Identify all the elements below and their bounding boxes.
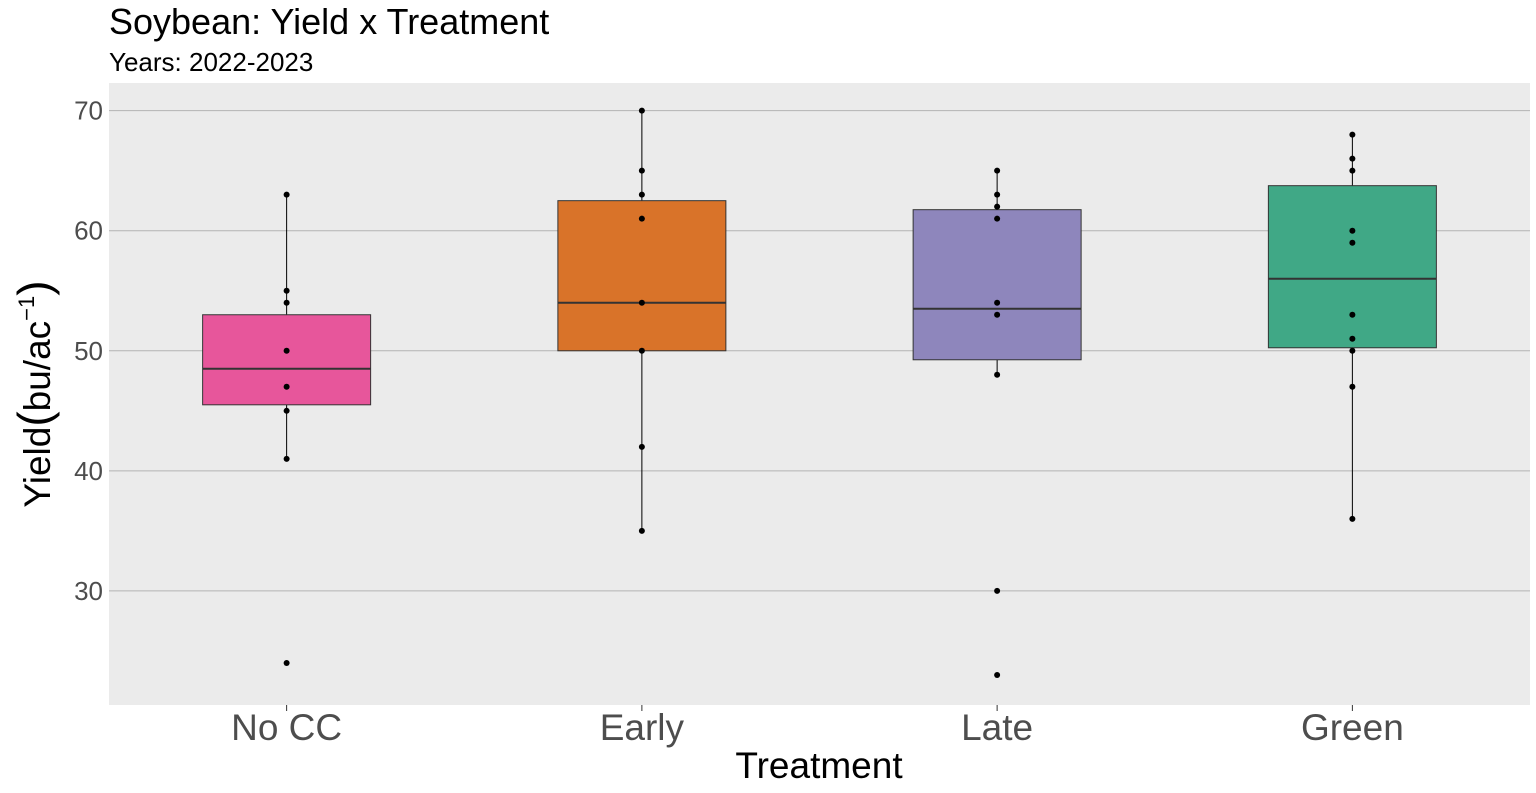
point-late-3 [994,215,1001,222]
point-green-2 [1349,167,1356,174]
point-green-1 [1349,155,1356,162]
x-axis-ticks: No CC Early Late Green [231,705,1404,748]
point-early-3 [638,215,645,222]
point-early-4 [638,299,645,306]
y-axis-ticks: 30 40 50 60 70 [74,96,103,606]
x-tick-label-no-cc: No CC [231,707,342,748]
chart-title: Soybean: Yield x Treatment [109,1,549,42]
data-points [283,107,1356,678]
box-no-cc [202,314,372,406]
point-late-8 [994,671,1001,678]
y-tick-label-30: 30 [74,576,103,606]
point-no-cc-2 [283,299,290,306]
y-tick-label-50: 50 [74,336,103,366]
svg-text:Yield(bu/ac−1): Yield(bu/ac−1) [8,280,60,507]
point-late-0 [994,167,1001,174]
point-late-1 [994,191,1001,198]
point-green-7 [1349,347,1356,354]
box-late [912,209,1082,361]
y-tick-label-40: 40 [74,456,103,486]
point-green-6 [1349,335,1356,342]
y-axis-title-exponent: −1 [14,296,39,321]
y-tick-label-60: 60 [74,216,103,246]
point-no-cc-4 [283,383,290,390]
y-axis-title-unit: bu/ac [17,321,58,412]
point-green-0 [1349,131,1356,138]
point-early-1 [638,167,645,174]
point-green-4 [1349,239,1356,246]
chart-subtitle: Years: 2022-2023 [109,47,313,77]
point-no-cc-7 [283,659,290,666]
point-no-cc-6 [283,455,290,462]
point-late-2 [994,203,1001,210]
point-no-cc-1 [283,287,290,294]
point-green-3 [1349,227,1356,234]
y-axis-title-main: Yield [17,427,58,508]
point-early-5 [638,347,645,354]
point-early-7 [638,527,645,534]
point-green-9 [1349,515,1356,522]
box-green [1267,185,1437,349]
y-tick-label-70: 70 [74,96,103,126]
x-axis-title: Treatment [735,745,903,786]
point-late-7 [994,587,1001,594]
point-late-4 [994,299,1001,306]
point-no-cc-0 [283,191,290,198]
point-late-6 [994,371,1001,378]
point-no-cc-5 [283,407,290,414]
point-early-6 [638,443,645,450]
point-early-0 [638,107,645,114]
point-late-5 [994,311,1001,318]
x-tick-label-green: Green [1301,707,1404,748]
point-green-5 [1349,311,1356,318]
point-green-8 [1349,383,1356,390]
boxes [202,110,1437,531]
x-tick-label-early: Early [600,707,685,748]
y-axis-title: Yield(bu/ac−1) [8,280,60,507]
x-tick-label-late: Late [961,707,1033,748]
point-early-2 [638,191,645,198]
point-no-cc-3 [283,347,290,354]
box-early [557,200,727,352]
